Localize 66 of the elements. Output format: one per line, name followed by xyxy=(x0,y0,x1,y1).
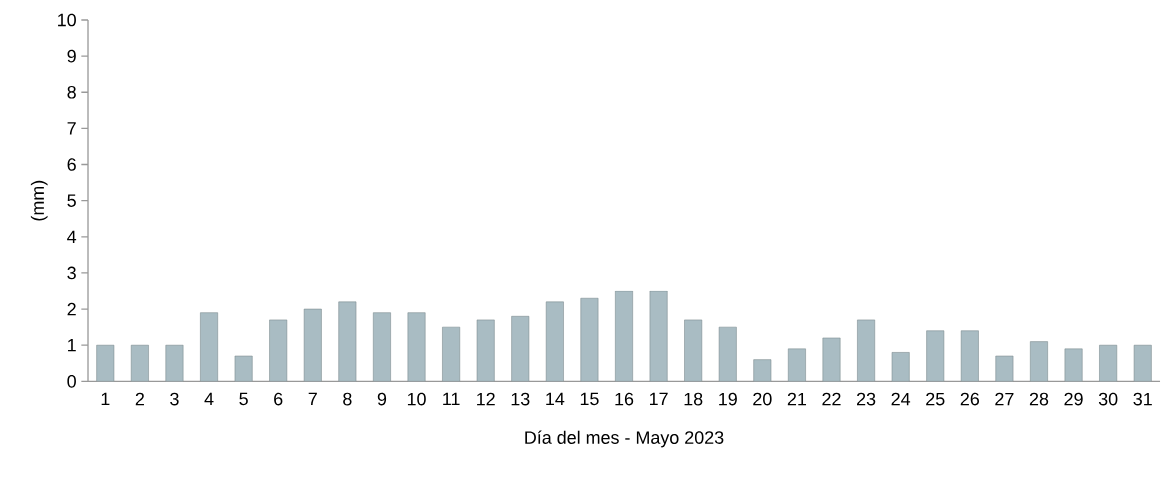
bar xyxy=(580,297,599,382)
x-tick-label: 27 xyxy=(995,392,1014,406)
y-tick-label: 9 xyxy=(67,49,76,63)
x-tick-label: 2 xyxy=(135,392,144,406)
bar xyxy=(1030,341,1048,382)
bar xyxy=(476,319,495,382)
x-tick-label: 16 xyxy=(615,392,634,406)
x-tick-label: 10 xyxy=(407,392,426,406)
bar xyxy=(303,308,322,382)
x-tick-label: 5 xyxy=(239,392,248,406)
bar xyxy=(718,326,737,382)
bar xyxy=(373,312,391,382)
x-tick-label: 30 xyxy=(1098,392,1118,406)
x-tick-label: 14 xyxy=(546,392,565,406)
x-tick-label: 15 xyxy=(580,392,599,406)
x-tick-label: 20 xyxy=(753,392,772,406)
x-axis-title: Día del mes - Mayo 2023 xyxy=(525,430,724,448)
x-tick-label: 25 xyxy=(926,392,945,406)
y-tick-label: 10 xyxy=(58,13,76,27)
bar xyxy=(649,290,668,382)
x-tick-label: 3 xyxy=(170,392,179,406)
x-tick-label: 6 xyxy=(274,392,283,406)
x-tick-label: 11 xyxy=(443,392,460,406)
bar xyxy=(787,348,806,382)
bar xyxy=(822,337,841,382)
bar xyxy=(545,301,564,382)
y-tick-label: 8 xyxy=(67,85,76,99)
x-tick-label: 4 xyxy=(204,392,214,406)
bar xyxy=(926,330,945,382)
bar xyxy=(442,326,461,382)
x-tick-label: 28 xyxy=(1029,392,1049,406)
x-tick-label: 24 xyxy=(891,392,911,406)
x-tick-label: 26 xyxy=(960,392,980,406)
bar xyxy=(1064,348,1083,382)
bar xyxy=(511,316,530,382)
bar xyxy=(269,319,288,382)
bar xyxy=(857,319,876,382)
y-tick-label: 4 xyxy=(67,230,77,243)
x-tick-label: 7 xyxy=(308,392,317,406)
x-tick-label: 31 xyxy=(1133,392,1152,406)
x-tick-label: 13 xyxy=(511,392,530,406)
x-tick-label: 9 xyxy=(377,392,387,406)
bar xyxy=(615,290,633,382)
bar xyxy=(960,330,979,382)
x-tick-label: 22 xyxy=(822,392,841,406)
y-tick-label: 5 xyxy=(67,194,76,207)
x-tick-label: 12 xyxy=(477,392,495,406)
x-tick-label: 18 xyxy=(684,392,703,406)
y-tick-label: 6 xyxy=(67,158,76,171)
x-tick-label: 1 xyxy=(101,392,110,406)
y-tick-label: 1 xyxy=(68,339,76,352)
x-tick-label: 8 xyxy=(343,392,352,406)
x-tick-label: 21 xyxy=(787,392,807,406)
y-tick-label: 7 xyxy=(67,122,76,135)
bar xyxy=(684,319,703,382)
y-axis-title: (mm) xyxy=(30,180,48,221)
x-tick-label: 17 xyxy=(650,392,668,406)
bar xyxy=(407,312,426,382)
bar xyxy=(200,312,218,382)
bar xyxy=(338,301,357,382)
x-tick-label: 23 xyxy=(857,392,876,406)
x-tick-label: 19 xyxy=(719,392,737,406)
x-tick-label: 29 xyxy=(1064,392,1083,406)
y-tick-label: 0 xyxy=(67,374,76,388)
y-tick-label: 2 xyxy=(67,302,76,316)
y-tick-label: 3 xyxy=(67,266,76,280)
